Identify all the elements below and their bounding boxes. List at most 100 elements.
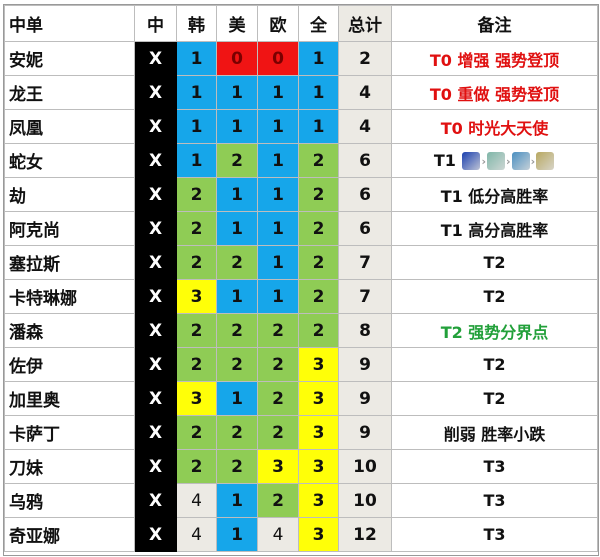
score-kr: 1 [176,75,217,110]
champion-name: 龙王 [4,75,135,110]
mid-lane-tier-table: 中单 中 韩 美 欧 全 总计 备注 安妮 X 1 0 0 1 2 T0 增强 强势登顶 龙王 X… [4,5,598,552]
score-eu: 1 [257,177,299,212]
score-na: 0 [216,41,258,76]
score-kr: 3 [176,279,217,314]
cn-cell: X [134,41,177,76]
note-text: 削弱 胜率小跌 [443,424,546,444]
note-text: T2 [483,389,506,408]
note-cell: T3 [391,483,598,518]
score-kr: 4 [176,483,217,518]
total-cell: 6 [338,177,392,212]
note-text: T1 高分高胜率 [440,220,549,240]
score-all: 3 [298,449,339,484]
score-eu: 1 [257,245,299,280]
item-icon-staff [511,152,530,171]
score-na: 2 [216,449,258,484]
score-kr: 2 [176,347,217,382]
cn-cell: X [134,177,177,212]
cn-cell: X [134,143,177,178]
score-all: 3 [298,381,339,416]
score-na: 1 [216,109,258,144]
score-kr: 2 [176,415,217,450]
champion-name: 乌鸦 [4,483,135,518]
score-all: 1 [298,109,339,144]
score-all: 3 [298,347,339,382]
cn-cell: X [134,381,177,416]
total-cell: 6 [338,211,392,246]
total-cell: 4 [338,75,392,110]
champion-name: 奇亚娜 [4,517,135,552]
score-all: 3 [298,415,339,450]
table-row: 卡特琳娜 X 3 1 1 2 7 T2 [4,279,598,314]
note-text: T0 重做 强势登顶 [429,84,560,104]
score-na: 1 [216,177,258,212]
score-eu: 2 [257,381,299,416]
champion-name: 加里奥 [4,381,135,416]
score-all: 3 [298,517,339,552]
header-notes: 备注 [391,5,598,42]
score-all: 2 [298,245,339,280]
champion-name: 安妮 [4,41,135,76]
total-cell: 6 [338,143,392,178]
note-text: T3 [483,457,506,476]
score-eu: 4 [257,517,299,552]
table-row: 卡萨丁 X 2 2 2 3 9 削弱 胜率小跌 [4,415,598,450]
arrow-separator-icon: › [506,154,511,168]
total-cell: 7 [338,279,392,314]
champion-name: 卡特琳娜 [4,279,135,314]
score-eu: 2 [257,313,299,348]
note-cell: T1 低分高胜率 [391,177,598,212]
cn-cell: X [134,109,177,144]
score-all: 1 [298,75,339,110]
score-eu: 0 [257,41,299,76]
score-all: 2 [298,313,339,348]
score-eu: 2 [257,415,299,450]
note-cell: 削弱 胜率小跌 [391,415,598,450]
note-text: T3 [483,525,506,544]
table-row: 安妮 X 1 0 0 1 2 T0 增强 强势登顶 [4,41,598,76]
cn-cell: X [134,483,177,518]
score-kr: 2 [176,313,217,348]
total-cell: 9 [338,415,392,450]
table-row: 潘森 X 2 2 2 2 8 T2 强势分界点 [4,313,598,348]
score-eu: 1 [257,109,299,144]
champion-name: 刀妹 [4,449,135,484]
note-cell: T2 [391,279,598,314]
score-eu: 2 [257,483,299,518]
champion-name: 佐伊 [4,347,135,382]
note-text: T1 低分高胜率 [440,186,549,206]
score-all: 1 [298,41,339,76]
note-text: T2 强势分界点 [440,322,549,342]
total-cell: 12 [338,517,392,552]
score-eu: 2 [257,347,299,382]
table-row: 劫 X 2 1 1 2 6 T1 低分高胜率 [4,177,598,212]
score-kr: 2 [176,177,217,212]
score-eu: 1 [257,279,299,314]
score-kr: 1 [176,143,217,178]
total-cell: 7 [338,245,392,280]
arrow-separator-icon: › [481,154,487,168]
table-row: 奇亚娜 X 4 1 4 3 12 T3 [4,517,598,552]
note-cell: T1 › › › [391,143,598,178]
score-kr: 2 [176,245,217,280]
header-na: 美 [216,5,258,42]
champion-name: 劫 [4,177,135,212]
score-all: 2 [298,177,339,212]
score-na: 2 [216,313,258,348]
score-na: 1 [216,75,258,110]
score-na: 1 [216,279,258,314]
note-cell: T2 强势分界点 [391,313,598,348]
champion-name: 潘森 [4,313,135,348]
header-kr: 韩 [176,5,217,42]
total-cell: 8 [338,313,392,348]
score-eu: 1 [257,143,299,178]
header-total: 总计 [338,5,392,42]
score-eu: 1 [257,75,299,110]
table-row: 阿克尚 X 2 1 1 2 6 T1 高分高胜率 [4,211,598,246]
tier-table-frame: 中单 中 韩 美 欧 全 总计 备注 安妮 X 1 0 0 1 2 T0 增强 强势登顶 龙王 X… [3,4,599,556]
score-kr: 2 [176,211,217,246]
arrow-separator-icon: › [530,154,536,168]
note-cell: T0 重做 强势登顶 [391,75,598,110]
note-cell: T3 [391,449,598,484]
score-kr: 4 [176,517,217,552]
